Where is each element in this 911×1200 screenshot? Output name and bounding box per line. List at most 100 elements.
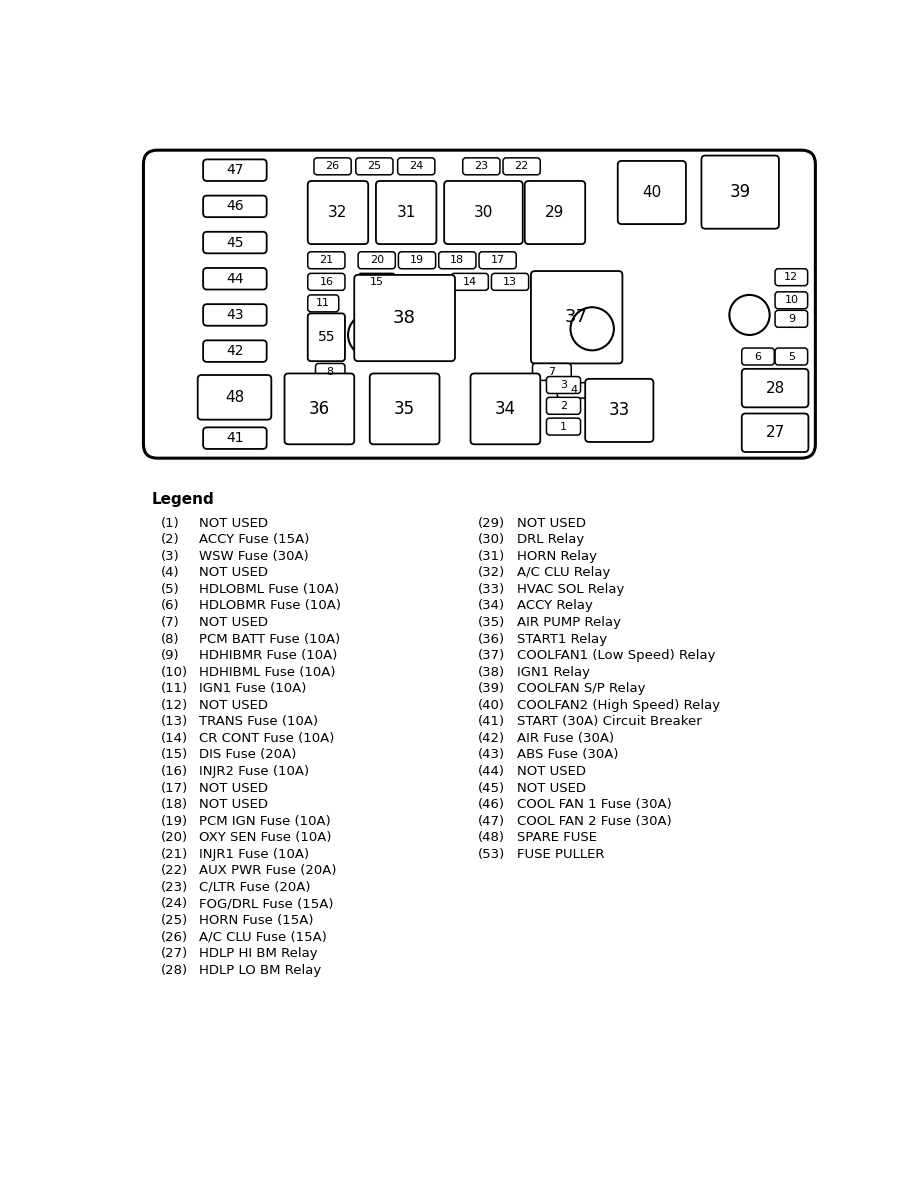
FancyBboxPatch shape (462, 158, 499, 175)
Text: (28): (28) (160, 964, 188, 977)
FancyBboxPatch shape (530, 271, 621, 364)
Text: (35): (35) (477, 616, 505, 629)
FancyBboxPatch shape (532, 364, 570, 380)
FancyBboxPatch shape (491, 274, 528, 290)
Text: (27): (27) (160, 947, 188, 960)
Text: IGN1 Fuse (10A): IGN1 Fuse (10A) (199, 683, 306, 695)
Text: (40): (40) (477, 698, 505, 712)
Text: INJR1 Fuse (10A): INJR1 Fuse (10A) (199, 847, 309, 860)
FancyBboxPatch shape (585, 379, 652, 442)
Text: 35: 35 (394, 400, 415, 418)
Text: C/LTR Fuse (20A): C/LTR Fuse (20A) (199, 881, 311, 894)
FancyBboxPatch shape (284, 373, 353, 444)
FancyBboxPatch shape (444, 181, 522, 244)
Text: HORN Fuse (15A): HORN Fuse (15A) (199, 914, 313, 926)
Text: (26): (26) (160, 930, 188, 943)
Text: WSW Fuse (30A): WSW Fuse (30A) (199, 550, 309, 563)
Text: 39: 39 (729, 184, 750, 202)
Text: 10: 10 (783, 295, 797, 305)
FancyBboxPatch shape (546, 397, 580, 414)
Text: A/C CLU Relay: A/C CLU Relay (517, 566, 609, 580)
FancyBboxPatch shape (398, 252, 435, 269)
Text: HDHIBMR Fuse (10A): HDHIBMR Fuse (10A) (199, 649, 337, 662)
Text: 31: 31 (396, 205, 415, 220)
Text: (36): (36) (477, 632, 505, 646)
FancyBboxPatch shape (546, 418, 580, 436)
Text: 12: 12 (783, 272, 797, 282)
Text: 15: 15 (369, 277, 384, 287)
FancyBboxPatch shape (203, 427, 266, 449)
Text: 14: 14 (462, 277, 476, 287)
Text: (10): (10) (160, 666, 188, 679)
FancyBboxPatch shape (313, 158, 351, 175)
Text: HDLP LO BM Relay: HDLP LO BM Relay (199, 964, 322, 977)
FancyBboxPatch shape (557, 383, 589, 398)
Text: NOT USED: NOT USED (199, 517, 268, 529)
Text: NOT USED: NOT USED (517, 517, 586, 529)
Text: 46: 46 (226, 199, 243, 214)
Text: NOT USED: NOT USED (199, 616, 268, 629)
FancyBboxPatch shape (397, 158, 435, 175)
Text: 8: 8 (326, 367, 333, 377)
Text: 55: 55 (317, 330, 334, 344)
Text: COOL FAN 2 Fuse (30A): COOL FAN 2 Fuse (30A) (517, 815, 671, 828)
Text: COOLFAN1 (Low Speed) Relay: COOLFAN1 (Low Speed) Relay (517, 649, 715, 662)
Text: AIR Fuse (30A): AIR Fuse (30A) (517, 732, 613, 745)
Text: 24: 24 (409, 161, 423, 172)
Text: FOG/DRL Fuse (15A): FOG/DRL Fuse (15A) (199, 898, 333, 911)
Text: (21): (21) (160, 847, 188, 860)
Text: (45): (45) (477, 781, 505, 794)
FancyBboxPatch shape (307, 181, 368, 244)
Text: 42: 42 (226, 344, 243, 358)
Text: SPARE FUSE: SPARE FUSE (517, 832, 597, 845)
FancyBboxPatch shape (203, 341, 266, 362)
Text: 47: 47 (226, 163, 243, 178)
Text: (33): (33) (477, 583, 505, 596)
FancyBboxPatch shape (358, 274, 394, 290)
Text: HDLP HI BM Relay: HDLP HI BM Relay (199, 947, 318, 960)
Circle shape (348, 313, 391, 356)
Text: (6): (6) (160, 600, 179, 612)
Text: (39): (39) (477, 683, 505, 695)
Text: 44: 44 (226, 271, 243, 286)
Text: 18: 18 (450, 256, 464, 265)
Text: NOT USED: NOT USED (517, 766, 586, 778)
Text: (13): (13) (160, 715, 188, 728)
FancyBboxPatch shape (438, 252, 476, 269)
Text: 28: 28 (764, 380, 783, 396)
Circle shape (570, 307, 613, 350)
Text: (46): (46) (477, 798, 505, 811)
Text: 17: 17 (490, 256, 504, 265)
Text: HDHIBML Fuse (10A): HDHIBML Fuse (10A) (199, 666, 335, 679)
FancyBboxPatch shape (451, 274, 487, 290)
FancyBboxPatch shape (503, 158, 539, 175)
Text: 40: 40 (641, 185, 660, 200)
Text: (12): (12) (160, 698, 188, 712)
Text: DIS Fuse (20A): DIS Fuse (20A) (199, 749, 296, 762)
Text: (30): (30) (477, 533, 505, 546)
Text: (47): (47) (477, 815, 505, 828)
Text: 7: 7 (548, 367, 555, 377)
FancyBboxPatch shape (546, 377, 580, 394)
Text: (17): (17) (160, 781, 188, 794)
Text: HDLOBML Fuse (10A): HDLOBML Fuse (10A) (199, 583, 339, 596)
Text: 23: 23 (474, 161, 488, 172)
Text: 20: 20 (369, 256, 384, 265)
Text: ACCY Fuse (15A): ACCY Fuse (15A) (199, 533, 310, 546)
FancyBboxPatch shape (307, 274, 344, 290)
FancyBboxPatch shape (358, 252, 394, 269)
Text: Legend: Legend (151, 492, 214, 508)
Text: DRL Relay: DRL Relay (517, 533, 584, 546)
Text: (11): (11) (160, 683, 188, 695)
Text: 45: 45 (226, 235, 243, 250)
Text: NOT USED: NOT USED (199, 566, 268, 580)
Text: (37): (37) (477, 649, 505, 662)
Text: (1): (1) (160, 517, 179, 529)
Text: (19): (19) (160, 815, 188, 828)
Text: 4: 4 (569, 385, 577, 395)
Text: (38): (38) (477, 666, 505, 679)
Text: 36: 36 (309, 400, 330, 418)
Text: 43: 43 (226, 308, 243, 322)
Text: NOT USED: NOT USED (199, 781, 268, 794)
Text: OXY SEN Fuse (10A): OXY SEN Fuse (10A) (199, 832, 332, 845)
